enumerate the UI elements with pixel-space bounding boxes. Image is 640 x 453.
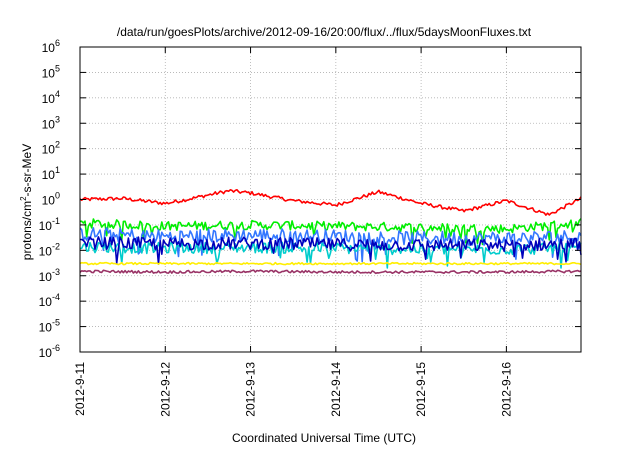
y-tick-label-base: 10 [39,346,53,360]
y-tick-label-exponent: 4 [55,89,60,99]
y-tick-label-exponent: 1 [55,165,60,175]
y-tick-label-base: 10 [42,194,56,208]
chart-title: /data/run/goesPlots/archive/2012-09-16/2… [117,25,532,39]
y-tick-label-exponent: 5 [55,63,60,73]
y-tick-label: 10-6 [39,343,60,360]
y-tick-label-base: 10 [39,219,53,233]
y-tick-label-base: 10 [42,143,56,157]
y-tick-label-exponent: -3 [52,267,60,277]
y-tick-label-exponent: 2 [55,140,60,150]
y-tick-label-base: 10 [42,117,56,131]
y-tick-label-exponent: 0 [55,191,60,201]
y-tick-label-base: 10 [42,168,56,182]
x-tick-label: 2012-9-15 [414,362,428,417]
y-tick-label: 10-5 [39,318,60,335]
y-tick-label: 101 [42,165,60,182]
series-line-1 [79,189,582,216]
series-line-5 [80,236,582,265]
y-tick-label: 103 [42,114,60,131]
y-tick-label: 100 [42,191,60,208]
y-tick-label-base: 10 [39,295,53,309]
y-axis-label-superscript: 2 [19,196,28,201]
x-tick-label: 2012-9-14 [329,362,343,417]
y-tick-label-exponent: -4 [52,292,60,302]
y-tick-label: 105 [42,63,60,80]
series-line-6 [79,261,582,266]
y-tick-label: 10-2 [39,241,60,258]
x-tick-label: 2012-9-16 [499,362,513,417]
y-tick-label-exponent: -6 [52,343,60,353]
x-tick-label: 2012-9-11 [73,362,87,416]
y-tick-label-base: 10 [39,244,53,258]
y-tick-label-base: 10 [42,66,56,80]
x-tick-label: 2012-9-12 [158,362,172,417]
series-line-3 [79,227,582,263]
tick-layer: 10610510410310210110010-110-210-310-410-… [39,38,581,417]
y-tick-label: 10-3 [39,267,60,284]
y-tick-label-base: 10 [39,321,53,335]
grid-layer [79,47,581,352]
series-line-7 [79,269,582,275]
y-tick-label: 10-1 [39,216,60,233]
y-tick-label: 104 [42,89,60,106]
y-tick-label: 102 [42,140,60,157]
y-tick-label-exponent: -2 [52,241,60,251]
y-tick-label-exponent: -1 [52,216,60,226]
y-tick-label-exponent: -5 [52,318,60,328]
y-axis-label: protons/cm2-s-sr-MeV [19,144,34,260]
series-line-2 [80,218,582,246]
y-tick-label: 106 [42,38,60,55]
x-axis-label: Coordinated Universal Time (UTC) [232,431,416,445]
y-axis-label-prefix: protons/cm [20,201,34,260]
y-tick-label: 10-4 [39,292,60,309]
y-tick-label-base: 10 [42,41,56,55]
y-tick-label-base: 10 [42,92,56,106]
x-tick-label: 2012-9-13 [244,362,258,417]
y-tick-label-base: 10 [39,270,53,284]
y-tick-label-exponent: 3 [55,114,60,124]
y-axis-label-suffix: -s-sr-MeV [20,144,34,197]
series-layer [79,189,582,275]
y-tick-label-exponent: 6 [55,38,60,48]
